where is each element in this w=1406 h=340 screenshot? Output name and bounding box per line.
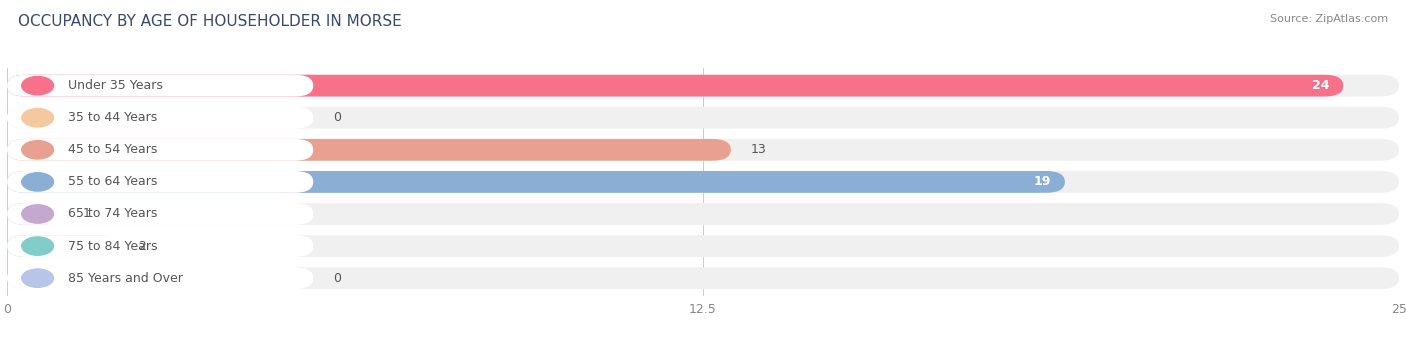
FancyBboxPatch shape	[7, 107, 314, 129]
FancyBboxPatch shape	[7, 75, 1343, 97]
FancyBboxPatch shape	[7, 107, 1399, 129]
Circle shape	[21, 173, 53, 191]
Text: 2: 2	[138, 240, 146, 253]
FancyBboxPatch shape	[7, 235, 314, 257]
Text: OCCUPANCY BY AGE OF HOUSEHOLDER IN MORSE: OCCUPANCY BY AGE OF HOUSEHOLDER IN MORSE	[18, 14, 402, 29]
Text: 0: 0	[333, 111, 340, 124]
Text: 0: 0	[333, 272, 340, 285]
FancyBboxPatch shape	[7, 203, 63, 225]
FancyBboxPatch shape	[7, 171, 1064, 193]
Text: Source: ZipAtlas.com: Source: ZipAtlas.com	[1270, 14, 1388, 23]
FancyBboxPatch shape	[7, 139, 314, 161]
Text: 24: 24	[1312, 79, 1330, 92]
Text: Under 35 Years: Under 35 Years	[69, 79, 163, 92]
FancyBboxPatch shape	[7, 139, 1399, 161]
Circle shape	[21, 205, 53, 223]
Text: 19: 19	[1033, 175, 1052, 188]
FancyBboxPatch shape	[7, 235, 118, 257]
Text: 13: 13	[751, 143, 766, 156]
FancyBboxPatch shape	[7, 267, 314, 289]
Text: 1: 1	[82, 207, 90, 220]
Text: 75 to 84 Years: 75 to 84 Years	[69, 240, 157, 253]
Text: 45 to 54 Years: 45 to 54 Years	[69, 143, 157, 156]
Circle shape	[21, 76, 53, 95]
FancyBboxPatch shape	[7, 139, 731, 161]
Circle shape	[21, 237, 53, 255]
FancyBboxPatch shape	[7, 75, 1399, 97]
Circle shape	[21, 269, 53, 287]
Text: 55 to 64 Years: 55 to 64 Years	[69, 175, 157, 188]
FancyBboxPatch shape	[7, 203, 1399, 225]
FancyBboxPatch shape	[7, 235, 1399, 257]
FancyBboxPatch shape	[7, 171, 314, 193]
FancyBboxPatch shape	[7, 75, 314, 97]
Text: 65 to 74 Years: 65 to 74 Years	[69, 207, 157, 220]
FancyBboxPatch shape	[7, 171, 1399, 193]
Circle shape	[21, 108, 53, 127]
Text: 35 to 44 Years: 35 to 44 Years	[69, 111, 157, 124]
Circle shape	[21, 141, 53, 159]
Text: 85 Years and Over: 85 Years and Over	[69, 272, 183, 285]
FancyBboxPatch shape	[7, 203, 314, 225]
FancyBboxPatch shape	[7, 267, 1399, 289]
